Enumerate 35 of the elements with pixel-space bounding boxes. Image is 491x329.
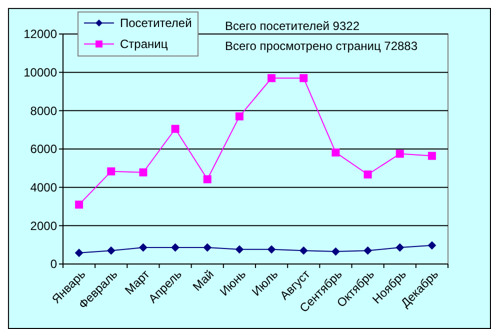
point [139,168,148,176]
point [203,244,212,252]
point [428,241,436,250]
point [107,167,116,176]
point [235,245,244,254]
y-tick-label: 6000 [30,142,58,156]
y-tick-label: 10000 [24,66,58,80]
point [75,200,84,209]
y-tick-label: 12000 [24,27,58,42]
point [364,246,372,255]
point [171,244,180,252]
legend-label: Страниц [120,37,168,52]
annotation: Всего просмотрено страниц 72883 [225,39,418,53]
point [235,112,244,120]
point [171,124,180,133]
text: Всего посетителей 9322 [225,19,360,33]
point [396,244,404,252]
point [107,246,116,255]
point [203,175,212,184]
point [139,244,148,252]
y-tick-label: 2000 [30,218,58,233]
point [75,248,84,257]
point [300,74,308,82]
point [332,248,340,256]
point [332,148,340,156]
point [396,150,404,158]
y-tick-label: 4000 [30,180,58,195]
legend-label: Посетителей [120,16,192,30]
y-tick-label: 8000 [30,104,58,118]
point [300,246,308,255]
y-tick-label: 0 [50,257,58,272]
point [268,245,276,254]
point [268,74,276,82]
point [428,152,436,160]
point [364,170,372,178]
